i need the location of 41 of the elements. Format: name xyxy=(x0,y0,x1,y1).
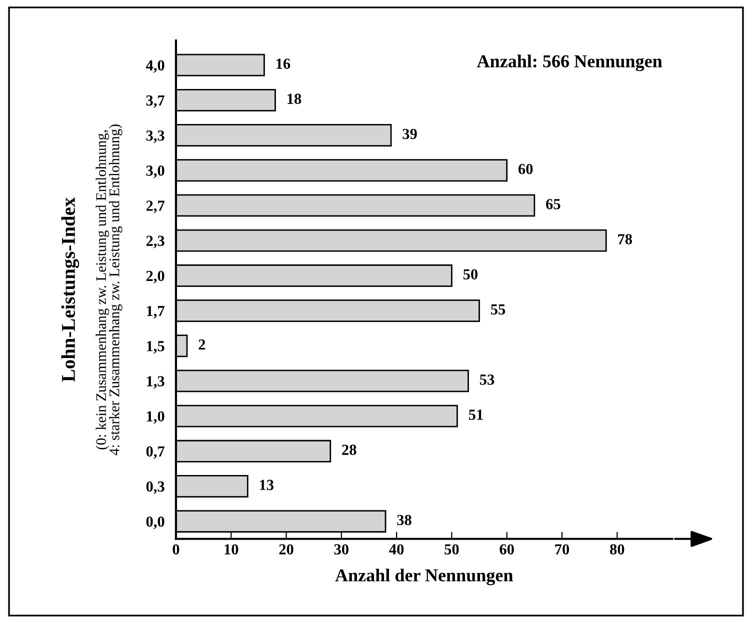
data-label: 78 xyxy=(618,234,632,244)
data-label: 38 xyxy=(397,514,412,526)
data-label: 53 xyxy=(480,374,494,385)
data-label: 18 xyxy=(288,94,302,104)
x-tick-label: 10 xyxy=(224,544,238,555)
data-label: 39 xyxy=(402,128,417,140)
y-tick-label: 2,7 xyxy=(146,200,164,214)
data-label: 60 xyxy=(518,164,533,174)
y-tick-label: 0,3 xyxy=(146,481,164,494)
y-tick-label: 0,7 xyxy=(146,446,164,459)
x-axis-title: Anzahl der Nennungen xyxy=(335,568,513,586)
y-tick-label: 1,7 xyxy=(146,306,164,318)
y-tick-label: 3,7 xyxy=(146,95,164,108)
x-tick-label: 20 xyxy=(279,544,294,555)
x-tick-label: 0 xyxy=(172,544,180,555)
y-tick-label: 2,0 xyxy=(146,270,164,284)
y-tick-label: 3,0 xyxy=(146,166,164,178)
text: (0: kein Zusammenhang zw. Leistung und Entlohnung, 4: starker Zusammenhang zw. Leistung und Entlohnung) xyxy=(96,124,122,456)
y-tick-label: 4,0 xyxy=(146,60,164,73)
data-label: 13 xyxy=(260,480,274,490)
x-tick-label: 40 xyxy=(389,544,404,555)
y-tick-label: 2,3 xyxy=(146,236,164,248)
y-tick-label: 1,0 xyxy=(146,411,164,424)
y-axis-title: Lohn-Leistungs-Index xyxy=(61,197,80,382)
y-tick-label: 0,0 xyxy=(146,516,164,530)
data-label: 50 xyxy=(463,269,478,280)
x-tick-label: 60 xyxy=(500,544,514,555)
x-tick-label: 30 xyxy=(334,544,348,555)
data-label: 2 xyxy=(198,339,206,350)
data-label: 51 xyxy=(468,410,483,420)
data-label: 65 xyxy=(546,199,560,210)
y-tick-label: 1,5 xyxy=(146,341,164,354)
x-tick-label: 70 xyxy=(555,544,570,555)
data-label: 55 xyxy=(490,304,506,315)
annotation: Anzahl: 566 Nennungen xyxy=(476,54,662,72)
y-tick-label: 3,3 xyxy=(146,130,164,143)
x-tick-label: 50 xyxy=(444,544,459,555)
x-tick-label: 80 xyxy=(610,544,624,555)
y-tick-label: 1,3 xyxy=(146,376,164,389)
data-label: 28 xyxy=(342,444,356,455)
data-label: 16 xyxy=(276,58,290,69)
